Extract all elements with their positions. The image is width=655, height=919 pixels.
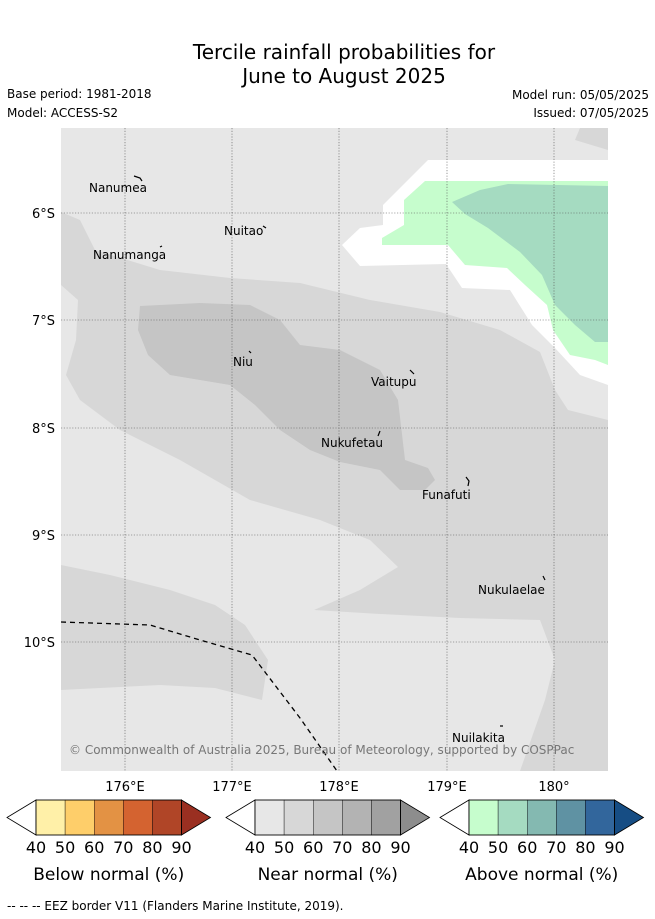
colorbar-tick-label: 60 [517,838,537,857]
lat-label-9s: 9°S [32,529,55,544]
colorbar-cell [64,799,95,836]
colorbar-above-normal: 40 50 60 70 80 90 Above normal (%) [439,799,645,885]
above-normal-50-60-region [452,184,608,342]
colorbar-top-triangle [614,799,645,836]
colorbar-cell [35,799,66,836]
colorbar-below-40-triangle [6,799,37,836]
colorbar-tick-label: 70 [113,838,133,857]
colorbar-outline [35,799,182,836]
colorbar-near-normal: 40 50 60 70 80 90 Near normal (%) [225,799,431,885]
colorbar-cell [497,799,528,836]
colorbar-tick-label: 70 [332,838,352,857]
model-text: Model: ACCESS-S2 [7,106,119,120]
island-label-vaitupu: Vaitupu [371,375,417,389]
colorbar-cell [527,799,557,836]
colorbar-label-below: Below normal (%) [33,865,184,885]
island-label-nuilakita: Nuilakita [452,731,505,745]
title-line-1: Tercile rainfall probabilities for [192,40,496,64]
lon-label-179e: 179°E [427,780,467,795]
colorbar-cell [585,799,615,836]
colorbar-tick-label: 50 [488,838,508,857]
island-label-nuitao: Nuitao [224,224,263,238]
near-normal-50-60-southwest [61,565,268,700]
island-label-funafuti: Funafuti [422,488,471,502]
issued-text: Issued: 07/05/2025 [533,106,649,120]
island-shapes [133,175,546,727]
lon-label-178e: 178°E [319,780,359,795]
colorbar-cell [371,799,401,836]
probability-shading [61,128,608,771]
colorbar-tick-label: 80 [142,838,162,857]
colorbar-tick-label: 90 [171,838,191,857]
map-title: Tercile rainfall probabilities for June … [0,40,655,88]
colorbar-cell [313,799,343,836]
lat-label-6s: 6°S [32,207,55,222]
colorbar-top-triangle [400,799,431,836]
colorbar-cell [283,799,314,836]
colorbar-tick-label: 50 [274,838,294,857]
colorbar-cell [342,799,372,836]
colorbar-below-40-triangle [439,799,470,836]
colorbar-cell [93,799,124,836]
colorbar-tick-label: 70 [546,838,566,857]
colorbar-outline [254,799,401,836]
colorbar-cell [254,799,285,836]
eez-border [60,621,338,772]
colorbar-cell [152,799,182,836]
lat-label-8s: 8°S [32,422,55,437]
island-label-nukulaelae: Nukulaelae [478,583,545,597]
colorbar-label-above: Above normal (%) [465,865,618,885]
colorbar-tick-label: 40 [26,838,46,857]
colorbar-label-near: Near normal (%) [258,865,398,885]
colorbar-tick-label: 80 [575,838,595,857]
graticule [61,128,608,771]
colorbar-legends: 40 50 60 70 80 90 Below normal (%) 40 50 60 70 80 90… [6,799,645,885]
eez-footnote: -- -- -- EEZ border V11 (Flanders Marine… [7,899,344,913]
near-normal-60-70-region [138,303,435,490]
island-label-niu: Niu [233,355,253,369]
colorbar-cell [468,799,499,836]
lon-label-177e: 177°E [212,780,252,795]
lat-label-7s: 7°S [32,314,55,329]
colorbar-tick-label: 40 [459,838,479,857]
colorbar-tick-label: 50 [55,838,75,857]
title-line-2: June to August 2025 [242,64,446,88]
lat-label-10s: 10°S [24,636,55,651]
near-normal-corner [575,128,608,150]
island-label-nukufetau: Nukufetau [321,436,383,450]
lon-label-180: 180° [538,780,569,795]
colorbar-cell [123,799,153,836]
colorbar-tick-label: 90 [390,838,410,857]
copyright-text: © Commonwealth of Australia 2025, Bureau… [69,743,574,757]
colorbar-top-triangle [181,799,212,836]
colorbar-outline [468,799,615,836]
lon-label-176e: 176°E [105,780,145,795]
base-period-text: Base period: 1981-2018 [7,87,152,101]
colorbar-tick-label: 90 [604,838,624,857]
island-label-nanumea: Nanumea [89,181,147,195]
colorbar-tick-label: 60 [303,838,323,857]
colorbar-below-normal: 40 50 60 70 80 90 Below normal (%) [6,799,212,885]
colorbar-cell [556,799,586,836]
colorbar-tick-label: 60 [84,838,104,857]
colorbar-tick-label: 80 [361,838,381,857]
colorbar-tick-label: 40 [245,838,265,857]
island-label-nanumanga: Nanumanga [93,248,166,262]
colorbar-below-40-triangle [225,799,256,836]
model-run-text: Model run: 05/05/2025 [511,88,649,102]
